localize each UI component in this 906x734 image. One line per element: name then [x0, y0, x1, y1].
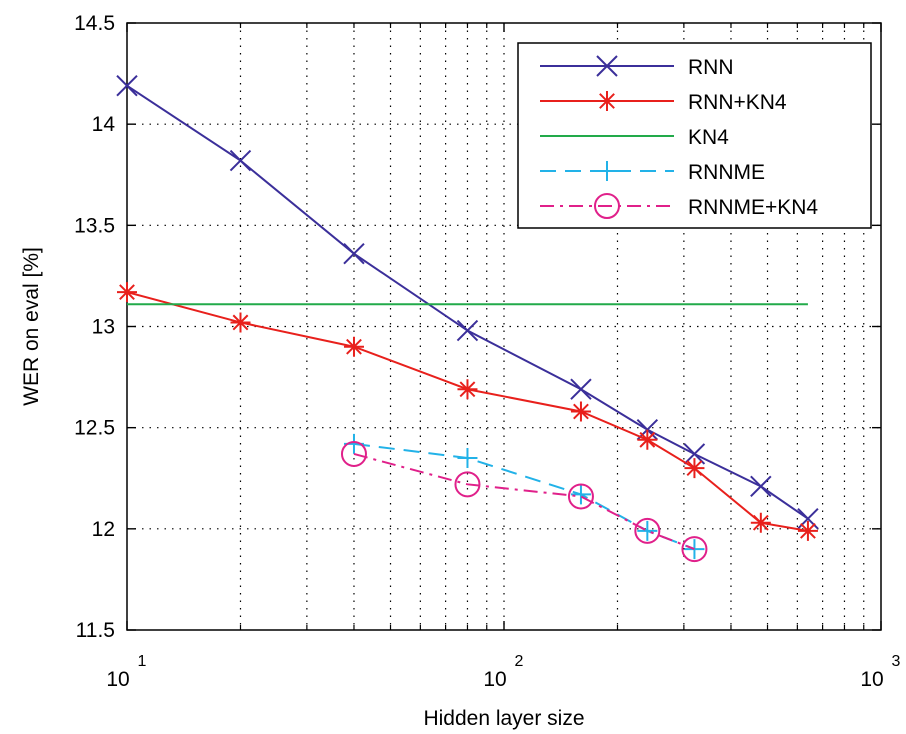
legend: RNN RNN+KN4 KN4 RNNME RNNME+KN4 [517, 42, 872, 229]
marker-circle [681, 536, 708, 563]
legend-entry: RNN [540, 55, 734, 79]
marker-circle [594, 193, 620, 219]
y-tick-label: 13.5 [74, 214, 115, 237]
marker-plus [637, 520, 658, 541]
series-line [126, 291, 809, 532]
marker-asterisk [797, 520, 818, 541]
series-line [353, 453, 695, 550]
legend-label: RNN+KN4 [688, 91, 787, 114]
x-tick-exponent: 3 [892, 653, 901, 670]
marker-x [750, 475, 772, 498]
marker-circle [454, 471, 481, 498]
x-tick-label: 10 [483, 668, 506, 691]
marker-plus [684, 539, 705, 560]
series-layer [116, 75, 819, 563]
marker-plus [457, 448, 478, 469]
x-tick-label: 10 [106, 668, 129, 691]
x-tick-exponent: 2 [515, 653, 524, 670]
y-tick-label: 13 [92, 316, 115, 339]
marker-x [570, 378, 592, 400]
y-tick-label: 11.5 [76, 619, 115, 642]
series-rnnme [343, 433, 705, 560]
marker-asterisk [117, 282, 137, 303]
legend-label: RNNME [688, 161, 765, 184]
y-tick-label: 14 [92, 113, 116, 136]
series-rnn [116, 75, 819, 530]
marker-x [456, 319, 479, 342]
marker-asterisk [230, 312, 251, 333]
series-rnn-plus-kn4 [117, 282, 818, 541]
marker-asterisk [684, 458, 705, 479]
marker-circle [567, 483, 594, 510]
x-tick-label: 10 [860, 668, 883, 691]
marker-x [229, 149, 252, 172]
legend-label: RNN [688, 56, 734, 79]
x-axis-label: Hidden layer size [423, 707, 584, 730]
series-line [353, 442, 695, 550]
legend-label: KN4 [688, 126, 729, 149]
marker-plus [570, 484, 591, 505]
marker-plus [597, 161, 617, 181]
y-tick-label: 12.5 [74, 417, 115, 440]
legend-label: RNNME+KN4 [688, 196, 818, 219]
y-tick-label: 12 [92, 518, 115, 541]
axis-ticks: 10 1 10 2 10 3 11.5 12 12.5 13 13.5 14 14.5 [74, 12, 900, 691]
marker-x [343, 242, 365, 265]
marker-asterisk [597, 91, 617, 111]
legend-entry: RNN+KN4 [540, 91, 787, 114]
series-rnnme-plus-kn4 [340, 440, 708, 563]
marker-asterisk [750, 512, 771, 533]
marker-circle [340, 440, 367, 467]
legend-entry: RNNME+KN4 [540, 193, 818, 219]
marker-x [116, 75, 138, 97]
marker-x [596, 55, 618, 77]
marker-circle [634, 517, 661, 544]
legend-entry: KN4 [540, 126, 729, 149]
x-tick-exponent: 1 [138, 653, 147, 670]
marker-asterisk [637, 429, 658, 450]
marker-asterisk [570, 401, 591, 422]
legend-entry: RNNME [540, 161, 765, 184]
y-tick-label: 14.5 [74, 12, 115, 35]
marker-asterisk [457, 379, 478, 400]
y-axis-label: WER on eval [%] [20, 247, 43, 406]
marker-asterisk [343, 336, 364, 357]
